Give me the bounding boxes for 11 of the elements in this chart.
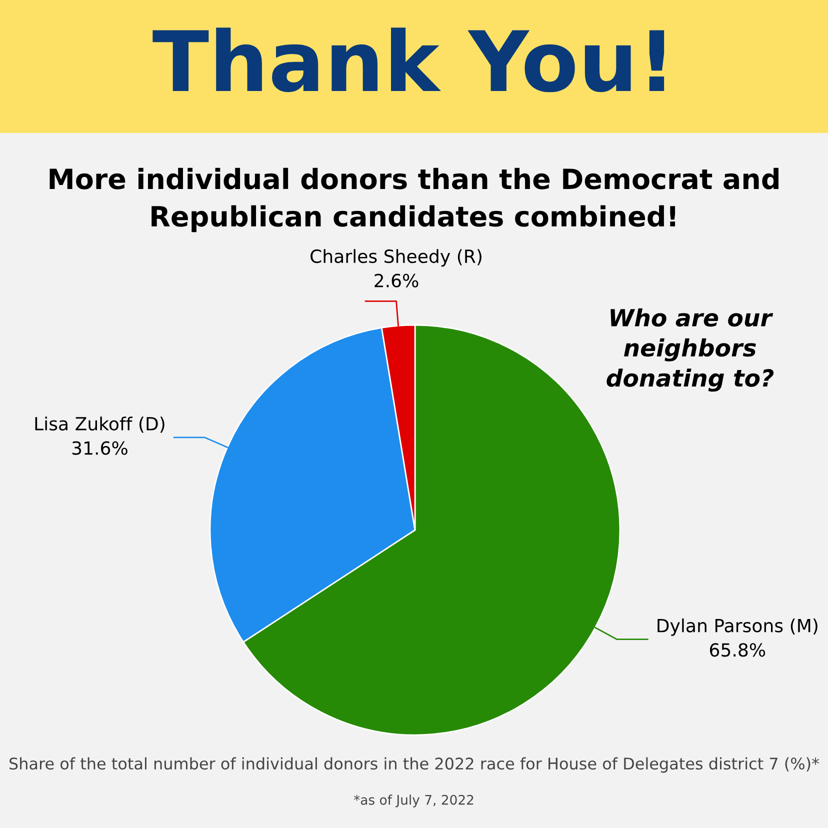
data-label: 2.6% [374,274,418,288]
text: Share of the total number of individual donors in the 2022 race for House of Delegates district 7 (%)* [10,757,820,773]
slice-label: Lisa Zukoff (D) [35,416,164,433]
slice-label: Dylan Parsons (M) [658,618,818,636]
data-label: 65.8% [710,643,766,657]
text: *as of July 7, 2022 [354,794,474,808]
text: Who are our neighbors donating to? [606,308,774,392]
chart-title: Thank You! [152,28,664,92]
slice-label: Charles Sheedy (R) [310,249,482,267]
data-label: 31.6% [72,441,128,455]
chart-subtitle: More individual donors than the Democrat and Republican candidates combined! [50,168,778,232]
